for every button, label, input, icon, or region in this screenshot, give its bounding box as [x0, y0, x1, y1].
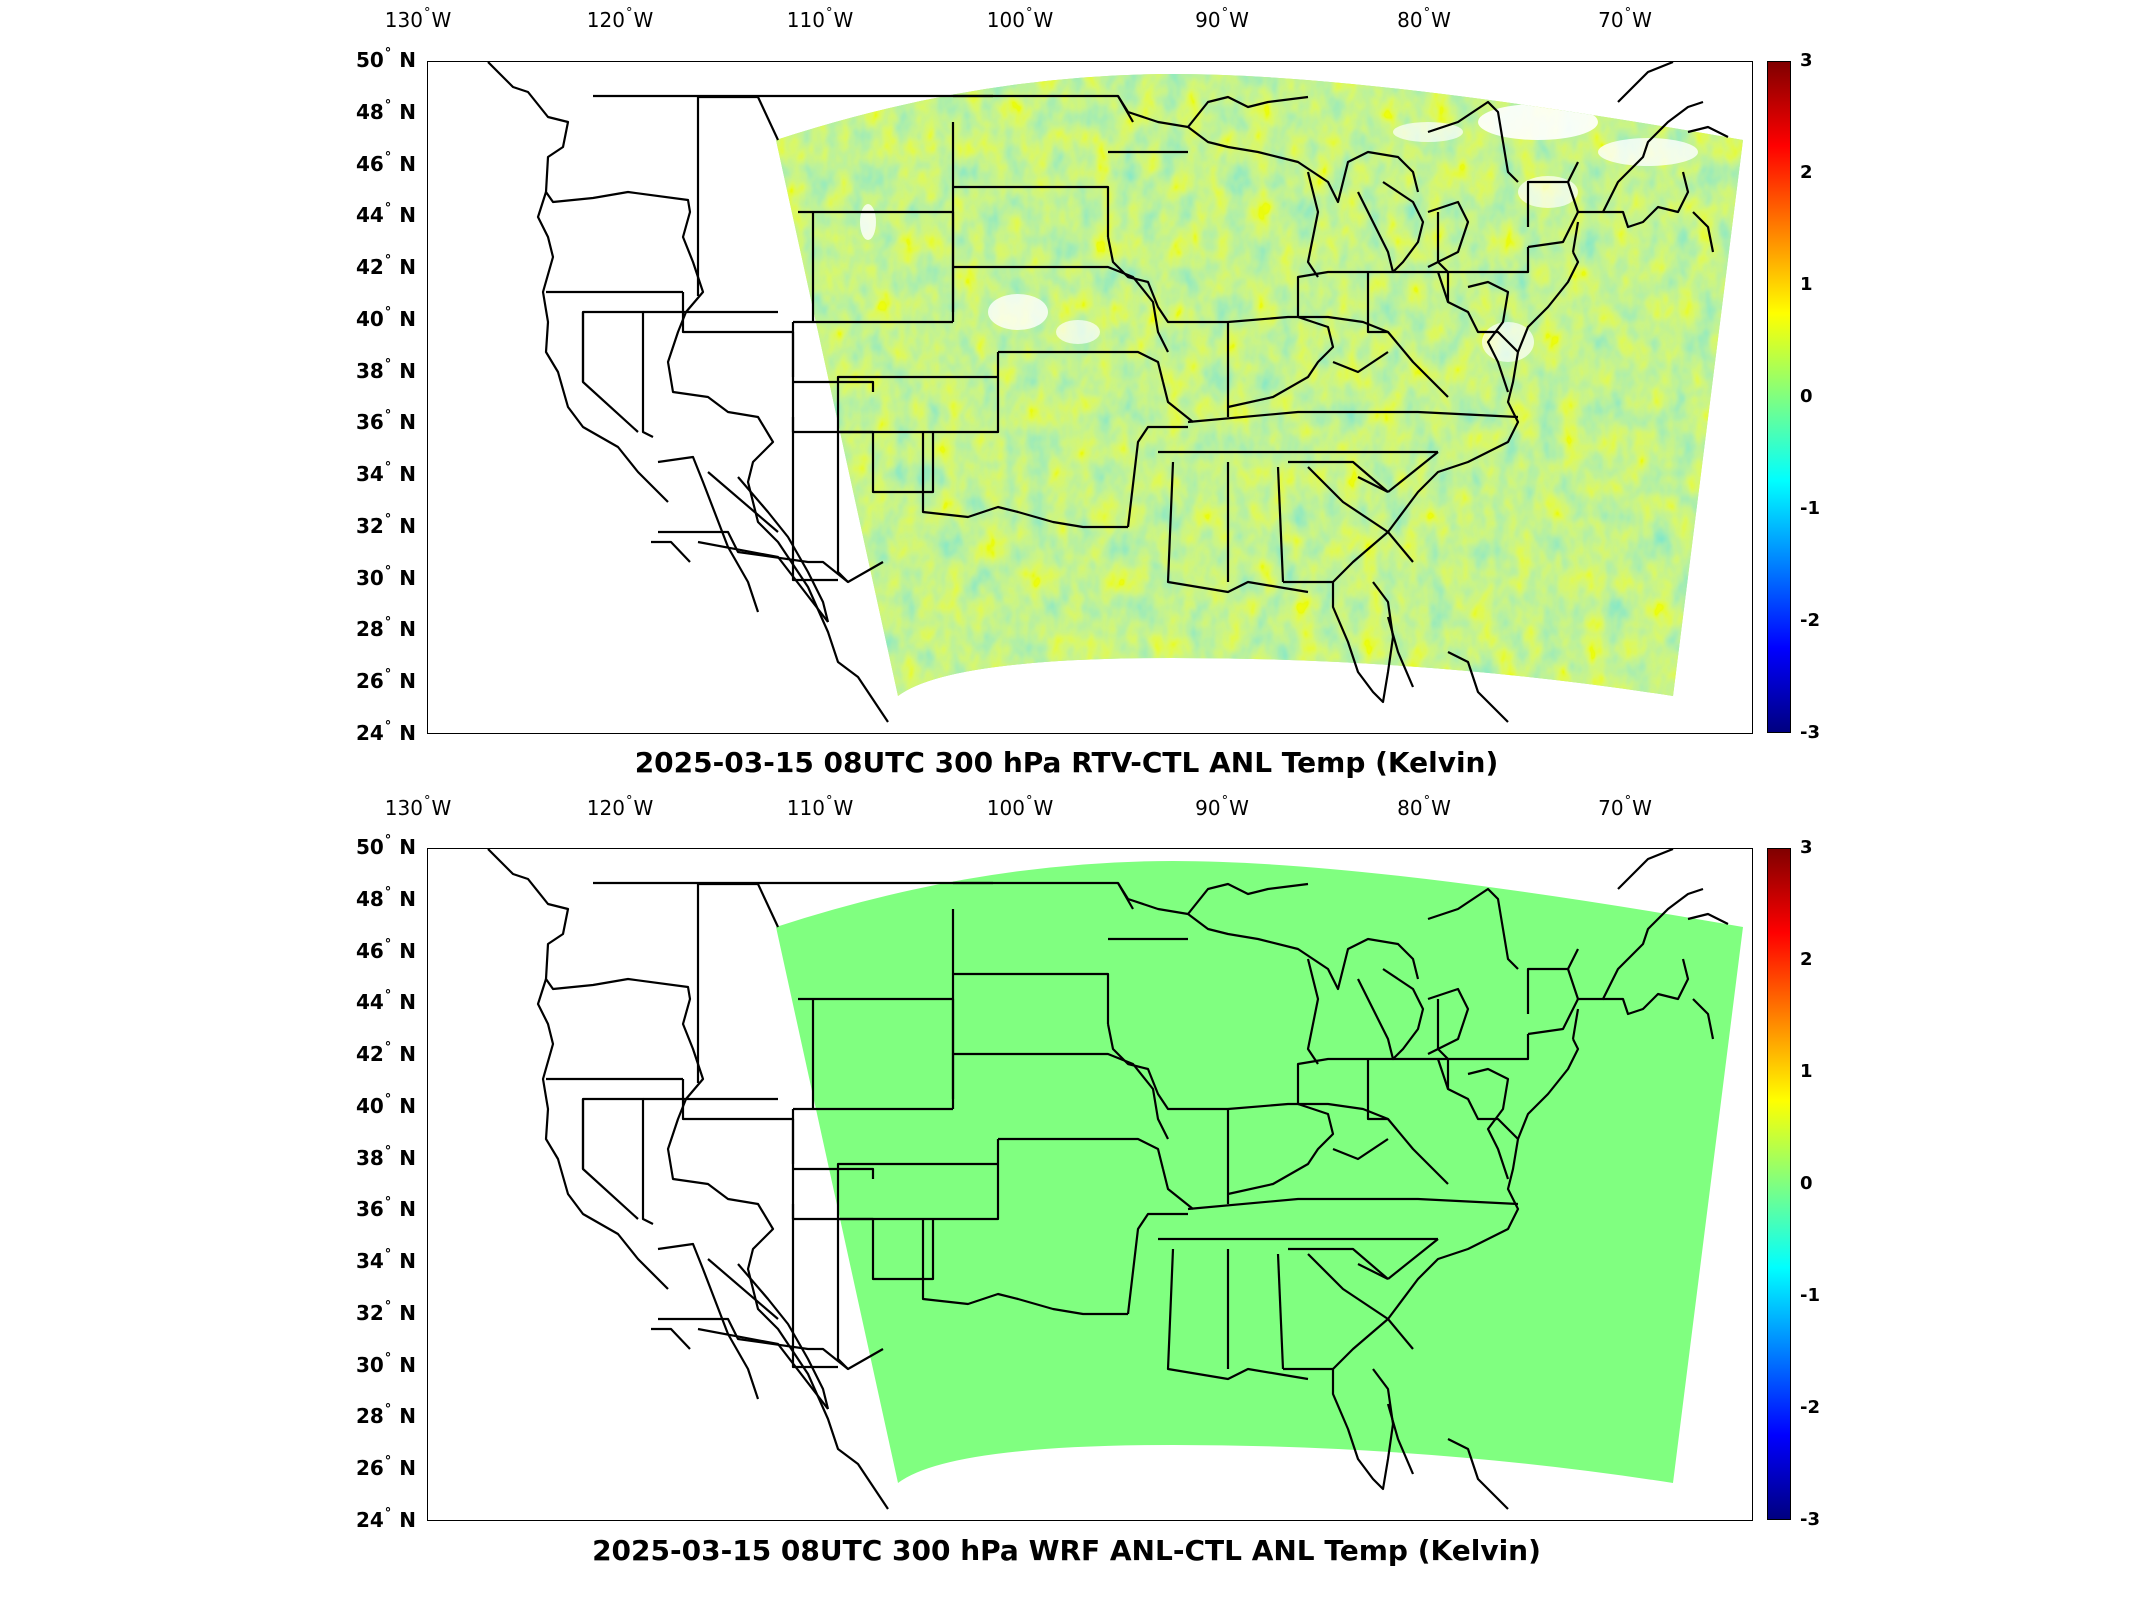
colorbar-tick-label: 0: [1800, 386, 1813, 407]
colorbar-tick-label: -1: [1800, 498, 1820, 519]
map-frame: [427, 848, 1753, 1521]
lon-tick-label: 130°W: [384, 6, 452, 32]
colorbar-tick-label: 3: [1800, 837, 1813, 858]
lat-tick-label: 42° N: [355, 1040, 416, 1067]
lat-tick-label: 26° N: [355, 1454, 416, 1481]
colorbar-tick-label: 3: [1800, 50, 1813, 71]
panel-title: 2025-03-15 08UTC 300 hPa WRF ANL-CTL ANL…: [592, 1534, 1541, 1567]
lon-tick-label: 100°W: [986, 6, 1054, 32]
lat-tick-label: 36° N: [355, 1195, 416, 1222]
lat-tick-label: 24° N: [355, 1506, 416, 1532]
lat-tick-label: 32° N: [355, 511, 416, 538]
colorbar-tick-label: 0: [1800, 1173, 1813, 1194]
colorbar-tick-label: 2: [1800, 162, 1813, 183]
lat-tick-label: 28° N: [355, 615, 416, 642]
temperature-field: [776, 74, 1743, 696]
boundary-lines: [487, 849, 1729, 1510]
lat-tick-label: 48° N: [355, 97, 416, 124]
lat-tick-label: 44° N: [355, 988, 416, 1015]
lat-tick-label: 46° N: [355, 936, 416, 963]
lon-tick-label: 100°W: [986, 794, 1054, 820]
lon-tick-label: 80°W: [1397, 6, 1451, 32]
lon-tick-label: 70°W: [1598, 794, 1652, 820]
lat-tick-label: 26° N: [355, 667, 416, 694]
lat-tick-label: 24° N: [355, 719, 416, 745]
lon-tick-label: 90°W: [1195, 6, 1249, 32]
lat-tick-label: 46° N: [355, 149, 416, 176]
colorbar-tick-label: -1: [1800, 1285, 1820, 1306]
lon-tick-label: 130°W: [384, 794, 452, 820]
lon-tick-label: 120°W: [586, 794, 654, 820]
map-panel-2: 130°W 120°W 110°W 100°W 90°W 80°W 70°W 50° N 48…: [0, 790, 2133, 1600]
colorbar-tick-label: 1: [1800, 1061, 1813, 1082]
boundary-lines: [487, 62, 1729, 723]
colorbar: [1767, 61, 1791, 733]
lat-tick-label: 44° N: [355, 201, 416, 228]
lat-tick-label: 32° N: [355, 1298, 416, 1325]
temperature-field: [776, 861, 1743, 1483]
colorbar-tick-label: -3: [1800, 1509, 1820, 1530]
map-plot: [487, 62, 1743, 723]
lat-tick-label: 40° N: [355, 1091, 416, 1118]
lat-tick-label: 28° N: [355, 1402, 416, 1429]
lon-tick-label: 80°W: [1397, 794, 1451, 820]
lon-tick-label: 70°W: [1598, 6, 1652, 32]
lat-tick-label: 50° N: [355, 46, 416, 72]
lat-tick-label: 34° N: [355, 460, 416, 487]
lon-tick-label: 120°W: [586, 6, 654, 32]
colorbar: [1767, 848, 1791, 1520]
colorbar-tick-label: 2: [1800, 949, 1813, 970]
colorbar-tick-label: -2: [1800, 610, 1820, 631]
lat-tick-label: 34° N: [355, 1247, 416, 1274]
panel-title: 2025-03-15 08UTC 300 hPa RTV-CTL ANL Tem…: [634, 746, 1499, 779]
lat-tick-label: 38° N: [355, 356, 416, 383]
lat-tick-label: 42° N: [355, 253, 416, 280]
colorbar-tick-label: -2: [1800, 1397, 1820, 1418]
lat-tick-label: 40° N: [355, 304, 416, 331]
colorbar-tick-label: 1: [1800, 274, 1813, 295]
colorbar-tick-label: -3: [1800, 722, 1820, 743]
lat-tick-label: 36° N: [355, 408, 416, 435]
lon-tick-label: 110°W: [786, 794, 854, 820]
lon-tick-label: 110°W: [786, 6, 854, 32]
map-panel-1: 130°W 120°W 110°W 100°W 90°W 80°W 70°W 50° N 48…: [0, 0, 2133, 790]
map-plot: [487, 849, 1743, 1510]
lat-tick-label: 30° N: [355, 1350, 416, 1377]
map-frame: [427, 61, 1753, 734]
lat-tick-label: 30° N: [355, 563, 416, 590]
lon-tick-label: 90°W: [1195, 794, 1249, 820]
lat-tick-label: 38° N: [355, 1143, 416, 1170]
lat-tick-label: 48° N: [355, 884, 416, 911]
lat-tick-label: 50° N: [355, 833, 416, 859]
